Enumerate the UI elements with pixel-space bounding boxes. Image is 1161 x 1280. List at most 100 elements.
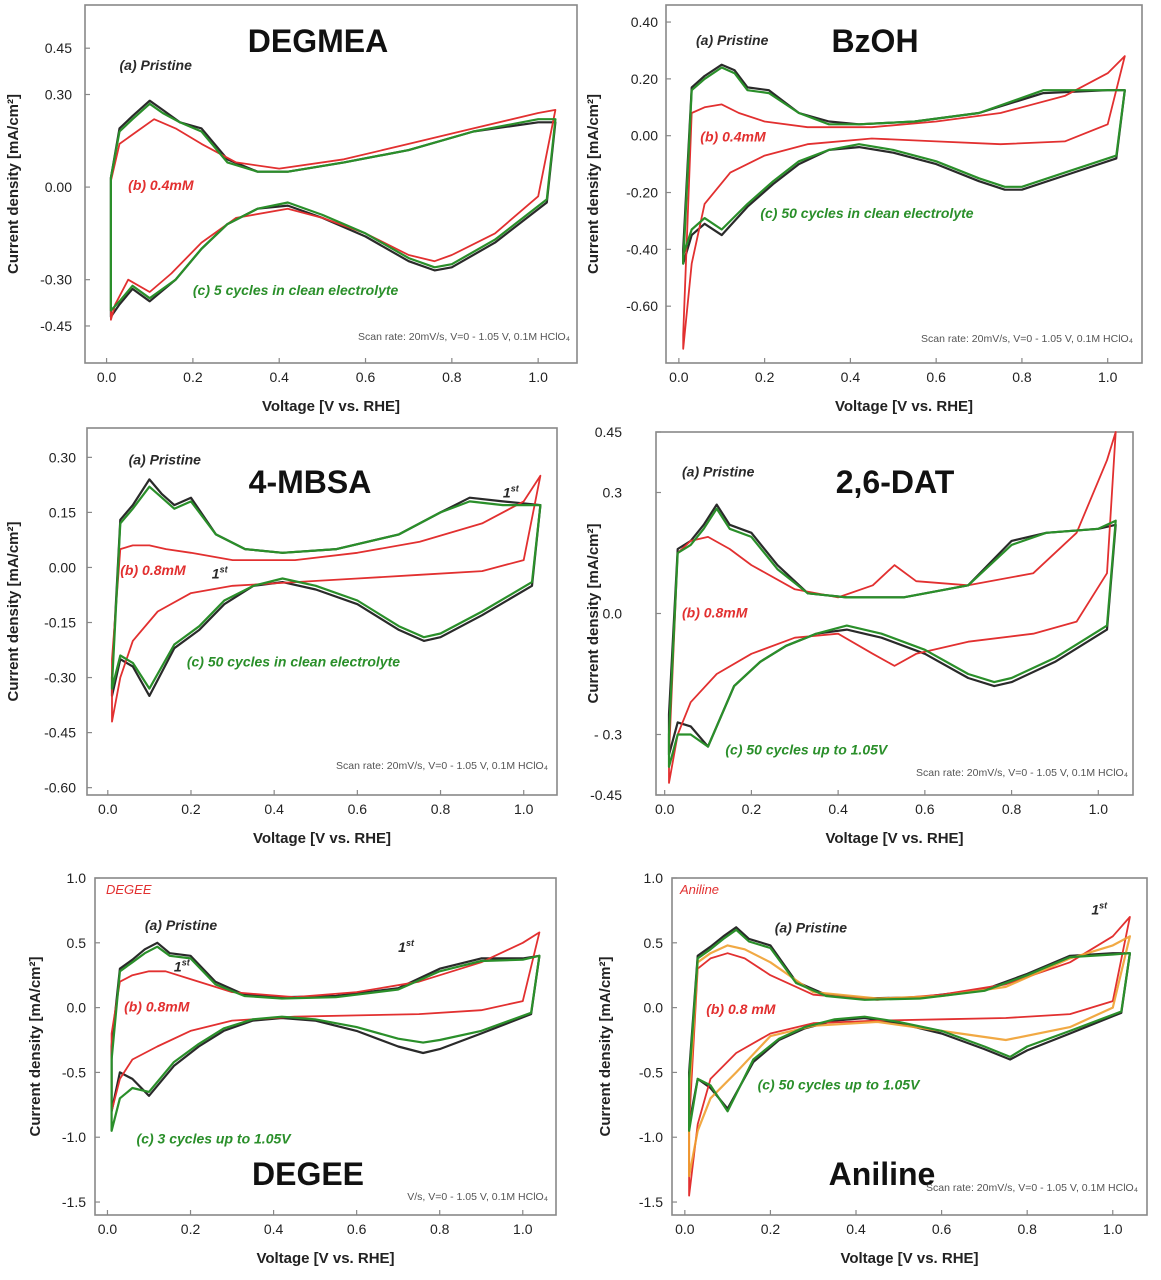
y-axis-label: Current density [mA/cm²]: [27, 956, 44, 1136]
x-tick-label: 1.0: [1098, 369, 1118, 385]
chart-title: 2,6-DAT: [836, 464, 955, 500]
annotation-label: (b) 0.8mM: [682, 605, 748, 621]
x-tick-label: 0.2: [761, 1221, 781, 1237]
x-tick-label: 0.8: [442, 369, 462, 385]
annotation-1st: 1st: [212, 564, 229, 581]
y-tick-label: 0.15: [49, 504, 76, 520]
plot-frame: [86, 427, 558, 796]
y-axis-label: Current density [mA/cm²]: [5, 94, 22, 274]
scan-rate-note: Scan rate: 20mV/s, V=0 - 1.05 V, 0.1M HC…: [358, 331, 570, 343]
series-line-additive: [110, 109, 557, 321]
panel-5: 0.0 0.2 0.4 0.6 0.8 1.0 1.0 0.5 0.0 -0.5 -1.0 -1.5 (…: [27, 870, 557, 1267]
y-tick-label: -1.5: [639, 1194, 663, 1210]
series-line-additive: [111, 474, 542, 723]
x-axis-label: Voltage [V vs. RHE]: [253, 830, 391, 847]
annotation-label: (c) 3 cycles up to 1.05V: [137, 1131, 293, 1147]
annotation-label: (a) Pristine: [120, 57, 193, 73]
series-line-clean: [688, 928, 1131, 1132]
series-line-additive: [682, 55, 1126, 350]
annotation-label: (b) 0.8mM: [124, 999, 190, 1015]
series-line-clean: [110, 945, 541, 1132]
series-line-pristine: [682, 63, 1126, 265]
y-tick-label: 0.00: [631, 128, 658, 144]
x-tick-label: 0.2: [181, 1221, 201, 1237]
plot-frame: [671, 877, 1148, 1216]
annotation-1st: 1st: [398, 938, 415, 955]
series-line-clean: [110, 485, 542, 690]
chart-title: BzOH: [831, 23, 918, 59]
y-tick-label: 1.0: [644, 870, 664, 886]
x-tick-label: 0.6: [915, 801, 935, 817]
y-axis-label: Current density [mA/cm²]: [5, 521, 22, 701]
x-tick-label: 1.0: [1103, 1221, 1123, 1237]
series-line-additive: [668, 431, 1117, 784]
y-tick-label: -1.5: [62, 1194, 86, 1210]
chart-title: DEGMEA: [248, 23, 388, 59]
series-line-pristine: [688, 926, 1131, 1126]
annotation-label: (b) 0.4mM: [128, 177, 194, 193]
chart-title: 4-MBSA: [249, 464, 372, 500]
x-tick-label: 0.8: [1012, 369, 1032, 385]
x-tick-label: 0.2: [183, 369, 203, 385]
annotation-label: (a) Pristine: [775, 919, 848, 935]
x-tick-label: 0.2: [755, 369, 775, 385]
x-tick-label: 1.0: [528, 369, 548, 385]
y-tick-label: -0.40: [626, 241, 658, 257]
x-tick-label: 0.0: [675, 1221, 695, 1237]
panel-1: 0.0 0.2 0.4 0.6 0.8 1.0 0.45 0.30 0.00 -0.30 -0.45…: [5, 4, 578, 415]
y-tick-label: -1.0: [639, 1129, 663, 1145]
y-tick-label: -0.60: [626, 298, 658, 314]
annotation-label: (c) 50 cycles in clean electrolyte: [187, 654, 400, 670]
series-line-additive: [110, 931, 541, 1113]
x-axis-label: Voltage [V vs. RHE]: [825, 830, 963, 847]
y-axis-label: Current density [mA/cm²]: [585, 523, 602, 703]
y-tick-label: 0.5: [644, 935, 664, 951]
y-tick-label: 0.20: [631, 71, 658, 87]
x-tick-label: 0.6: [356, 369, 376, 385]
y-tick-label: -0.30: [40, 272, 72, 288]
x-tick-label: 0.4: [828, 801, 848, 817]
x-tick-label: 0.6: [348, 801, 368, 817]
x-tick-label: 0.2: [181, 801, 201, 817]
panel-6: 0.0 0.2 0.4 0.6 0.8 1.0 1.0 0.5 0.0 -0.5 -1.0 -1.5 (…: [597, 870, 1148, 1267]
plot-frame: [655, 431, 1134, 796]
annotation-label: (a) Pristine: [129, 452, 202, 468]
x-axis-label: Voltage [V vs. RHE]: [840, 1250, 978, 1267]
scan-rate-note: Scan rate: 20mV/s, V=0 - 1.05 V, 0.1M HC…: [921, 333, 1133, 345]
series-line-pristine: [110, 941, 541, 1113]
series-line-pristine: [110, 478, 542, 697]
x-tick-label: 0.4: [269, 369, 289, 385]
y-tick-label: -1.0: [62, 1129, 86, 1145]
panel-3: 0.0 0.2 0.4 0.6 0.8 1.0 0.30 0.15 0.00 -0.15 -0.30…: [5, 427, 558, 847]
x-tick-label: 0.8: [430, 1221, 450, 1237]
annotation-1st: 1st: [503, 484, 520, 501]
x-tick-label: 0.8: [1017, 1221, 1037, 1237]
y-tick-label: 0.0: [644, 1000, 664, 1016]
annotation-1st: 1st: [1091, 900, 1108, 917]
y-tick-label: -0.5: [639, 1064, 663, 1080]
annotation-label: (c) 5 cycles in clean electrolyte: [193, 282, 399, 298]
y-tick-label: -0.60: [44, 780, 76, 796]
scan-rate-note: V/s, V=0 - 1.05 V, 0.1M HClO₄: [407, 1191, 548, 1203]
scan-rate-note: Scan rate: 20mV/s, V=0 - 1.05 V, 0.1M HC…: [336, 760, 548, 772]
annotation-label: (b) 0.4mM: [700, 128, 766, 144]
y-axis-label: Current density [mA/cm²]: [597, 956, 614, 1136]
series-line-clean: [667, 507, 1117, 768]
scan-rate-note: Scan rate: 20mV/s, V=0 - 1.05 V, 0.1M HC…: [916, 767, 1128, 779]
series-line-additive: [688, 916, 1131, 1197]
chart-title: Aniline: [829, 1156, 936, 1192]
y-tick-label: - 0.3: [594, 727, 622, 743]
y-tick-label: 0.0: [67, 1000, 87, 1016]
corner-label: DEGEE: [106, 882, 152, 897]
y-tick-label: -0.45: [40, 318, 72, 334]
annotation-label: (c) 50 cycles up to 1.05V: [725, 742, 889, 758]
y-tick-label: 0.00: [45, 179, 72, 195]
y-tick-label: 0.5: [67, 935, 87, 951]
y-tick-label: 0.30: [45, 87, 72, 103]
x-tick-label: 0.0: [98, 1221, 118, 1237]
y-tick-label: -0.45: [590, 787, 622, 803]
annotation-label: (b) 0.8mM: [120, 562, 186, 578]
y-tick-label: 0.0: [603, 606, 623, 622]
x-tick-label: 0.0: [98, 801, 118, 817]
